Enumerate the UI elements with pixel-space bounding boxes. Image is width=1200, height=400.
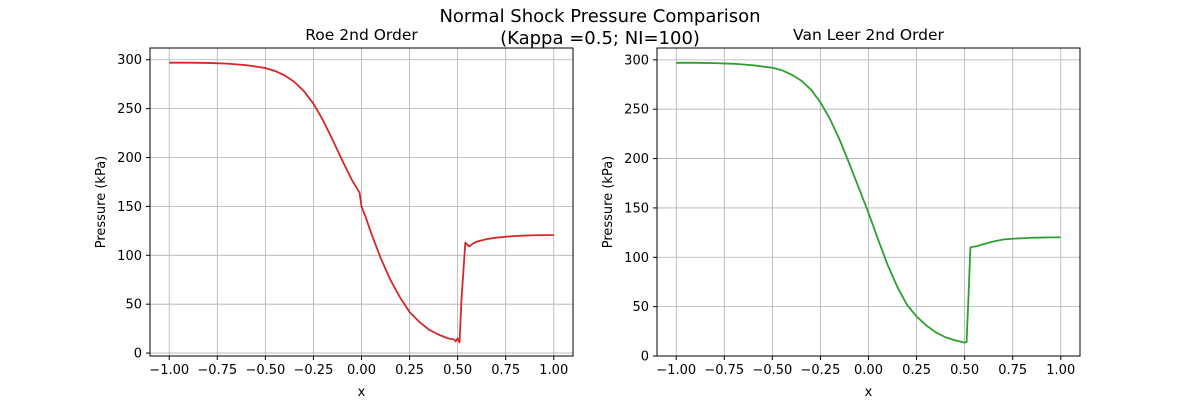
y-tick-label: 50 bbox=[632, 300, 649, 315]
figure-title: Normal Shock Pressure Comparison bbox=[439, 6, 761, 27]
figure-subtitle: (Kappa =0.5; NI=100) bbox=[500, 28, 700, 49]
y-tick-label: 0 bbox=[641, 350, 649, 365]
subplot-title: Roe 2nd Order bbox=[305, 26, 418, 44]
y-tick-label: 150 bbox=[117, 200, 142, 215]
x-tick-label: 0.75 bbox=[491, 363, 520, 378]
x-tick-label: −0.25 bbox=[294, 363, 334, 378]
x-tick-label: 0.75 bbox=[998, 363, 1027, 378]
van-leer-plot: −1.00 −0.75 −0.50 −0.25 0.00 0.25 0.50 0.75 1.00… bbox=[601, 26, 1081, 400]
pressure-series-line bbox=[169, 61, 554, 344]
y-tick-label: 150 bbox=[624, 201, 649, 216]
x-tick-label: 0.00 bbox=[854, 363, 883, 378]
y-tick-label: 100 bbox=[117, 249, 142, 264]
x-axis-label: x bbox=[358, 385, 366, 400]
x-tick-label: 1.00 bbox=[539, 363, 568, 378]
x-tick-label: 0.25 bbox=[902, 363, 931, 378]
y-tick-label: 200 bbox=[624, 152, 649, 167]
y-tick-label: 50 bbox=[125, 298, 142, 313]
pressure-series-line bbox=[676, 61, 1061, 344]
x-tick-label: 0.50 bbox=[443, 363, 472, 378]
x-tick-label: −1.00 bbox=[656, 363, 696, 378]
x-tick-label: 1.00 bbox=[1046, 363, 1075, 378]
y-tick-label: 300 bbox=[624, 53, 649, 68]
x-tick-label: 0.50 bbox=[950, 363, 979, 378]
x-tick-label: 0.00 bbox=[347, 363, 376, 378]
roe-plot: −1.00 −0.75 −0.50 −0.25 0.00 0.25 0.50 0.75 1.00… bbox=[94, 26, 574, 400]
x-axis-label: x bbox=[865, 385, 873, 400]
y-tick-label: 300 bbox=[117, 53, 142, 68]
x-tick-label: −0.75 bbox=[197, 363, 237, 378]
x-tick-label: −0.75 bbox=[704, 363, 744, 378]
subplot-title: Van Leer 2nd Order bbox=[793, 26, 945, 44]
x-tick-label: −0.25 bbox=[801, 363, 841, 378]
y-axis-label: Pressure (kPa) bbox=[94, 156, 109, 249]
y-tick-label: 200 bbox=[117, 151, 142, 166]
x-tick-label: 0.25 bbox=[395, 363, 424, 378]
x-tick-label: −1.00 bbox=[149, 363, 189, 378]
y-tick-label: 250 bbox=[624, 103, 649, 118]
y-tick-label: 0 bbox=[134, 347, 142, 362]
y-axis-label: Pressure (kPa) bbox=[601, 156, 616, 249]
x-tick-label: −0.50 bbox=[245, 363, 285, 378]
y-tick-label: 250 bbox=[117, 102, 142, 117]
y-tick-label: 100 bbox=[624, 251, 649, 266]
x-tick-label: −0.50 bbox=[752, 363, 792, 378]
